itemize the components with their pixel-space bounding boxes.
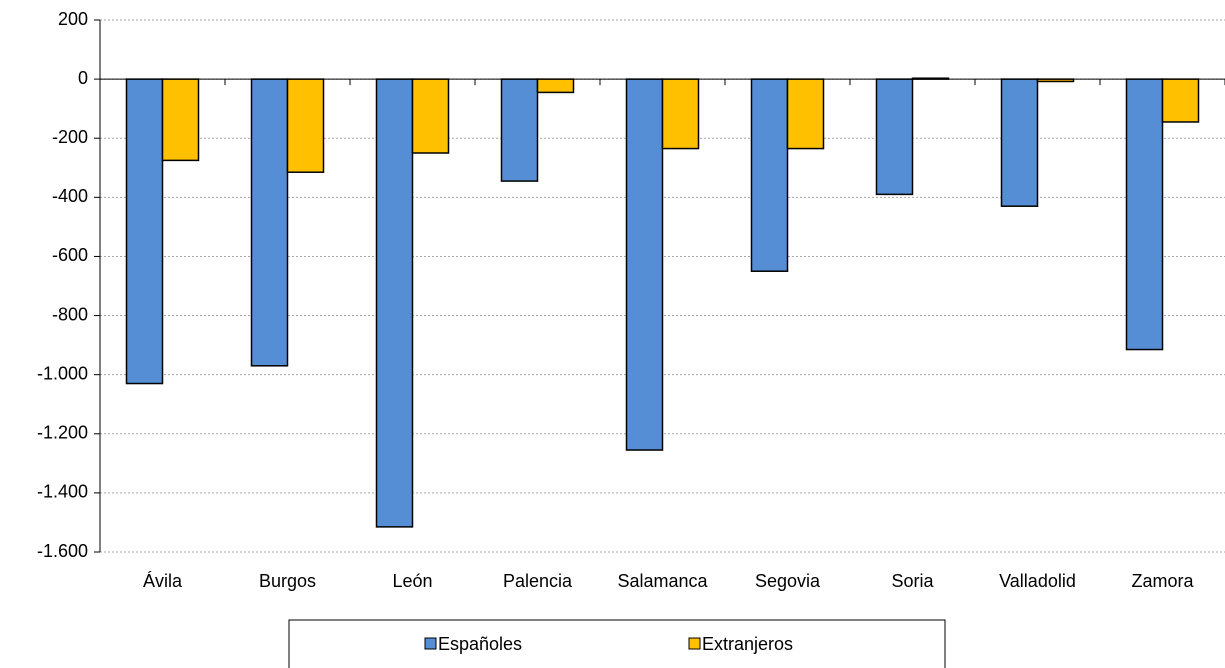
x-tick-label: Segovia: [755, 571, 821, 591]
bar: [786, 78, 825, 150]
legend-label: Españoles: [438, 634, 522, 654]
bar: [375, 78, 414, 528]
x-tick-label: Salamanca: [617, 571, 708, 591]
x-tick-label: Valladolid: [999, 571, 1076, 591]
y-tick-label: -1.000: [37, 363, 88, 383]
y-tick-label: -1.400: [37, 482, 88, 502]
bar: [875, 78, 914, 196]
x-tick-label: Soria: [891, 571, 934, 591]
y-tick-label: 0: [78, 68, 88, 88]
legend-label: Extranjeros: [702, 634, 793, 654]
bar: [286, 78, 325, 173]
bar: [250, 78, 289, 367]
bar: [536, 78, 575, 94]
legend-swatch: [424, 637, 437, 650]
bar: [1125, 78, 1164, 351]
y-tick-label: -200: [52, 127, 88, 147]
bar: [500, 78, 539, 182]
bar: [411, 78, 450, 154]
y-tick-label: -1.600: [37, 541, 88, 561]
bar: [750, 78, 789, 272]
y-tick-label: -400: [52, 186, 88, 206]
bar: [125, 78, 164, 385]
x-tick-label: Burgos: [259, 571, 316, 591]
y-tick-label: 200: [58, 9, 88, 29]
y-tick-label: -600: [52, 245, 88, 265]
bar: [661, 78, 700, 150]
bar: [161, 78, 200, 162]
legend-swatch: [688, 637, 701, 650]
x-tick-label: León: [392, 571, 432, 591]
bar: [625, 78, 664, 451]
x-tick-label: Ávila: [143, 571, 183, 591]
y-tick-label: -1.200: [37, 423, 88, 443]
y-tick-label: -800: [52, 304, 88, 324]
x-tick-label: Palencia: [503, 571, 573, 591]
bar: [1000, 78, 1039, 207]
x-tick-label: Zamora: [1131, 571, 1194, 591]
legend-box: [288, 619, 946, 668]
bar: [1161, 78, 1200, 123]
